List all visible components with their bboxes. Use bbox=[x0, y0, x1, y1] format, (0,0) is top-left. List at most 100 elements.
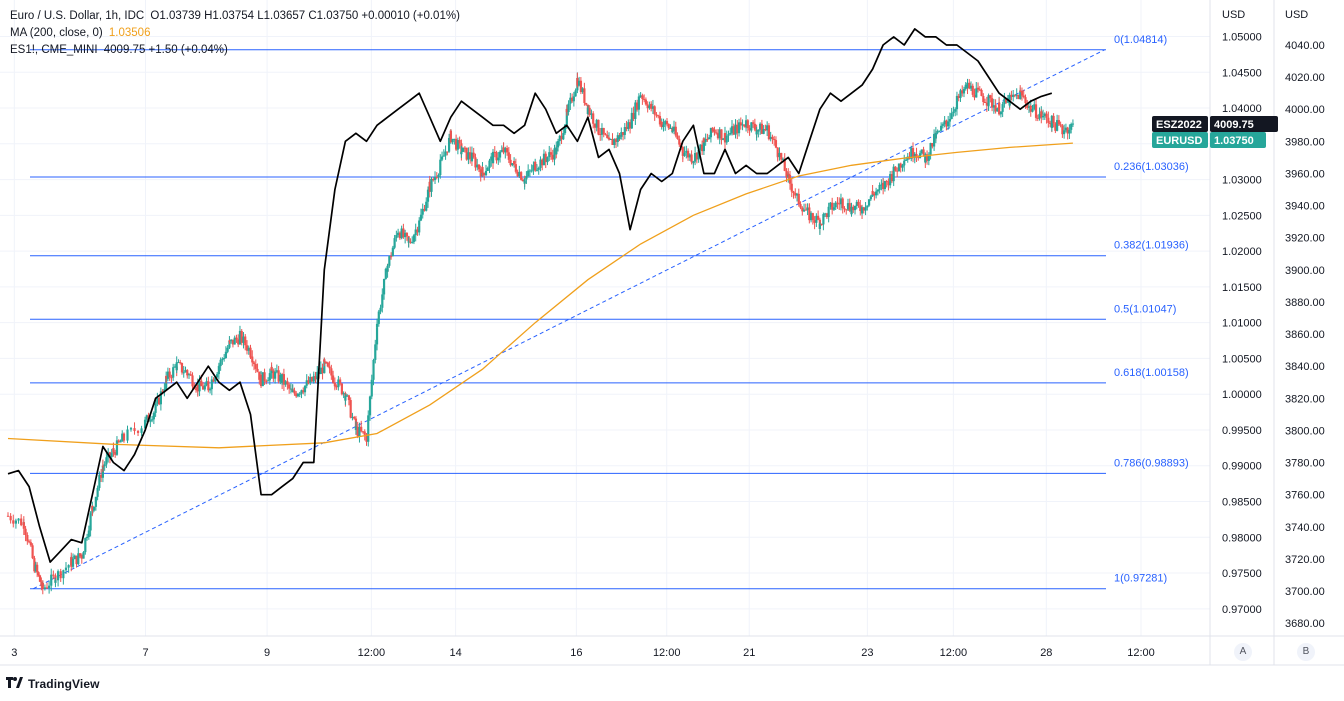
candle-body bbox=[746, 120, 749, 129]
candle-body bbox=[240, 330, 243, 343]
candle-body bbox=[87, 530, 90, 537]
legend-compare-label[interactable]: ES1!, CME_MINI bbox=[10, 44, 98, 56]
candle-body bbox=[824, 213, 827, 215]
candle-body bbox=[804, 209, 807, 211]
candle-body bbox=[760, 123, 763, 134]
candle-body bbox=[701, 144, 704, 152]
candle-body bbox=[938, 130, 941, 132]
candle-body bbox=[214, 377, 217, 382]
candle-body bbox=[423, 208, 426, 211]
candle-body bbox=[1027, 106, 1031, 108]
candle-body bbox=[811, 213, 814, 221]
candle-body bbox=[497, 157, 500, 161]
candle-body bbox=[838, 203, 841, 205]
candle-body bbox=[994, 105, 997, 112]
tradingview-attribution[interactable]: TradingView bbox=[6, 674, 100, 694]
candle-body bbox=[266, 380, 270, 382]
candle-body bbox=[421, 208, 424, 215]
candle-body bbox=[159, 391, 162, 405]
candle-body bbox=[528, 170, 532, 172]
candle-body bbox=[743, 124, 746, 127]
scale-button-b[interactable]: B bbox=[1297, 643, 1315, 661]
candle-body bbox=[600, 127, 604, 135]
candle-body bbox=[978, 89, 981, 91]
candle-body bbox=[1019, 90, 1022, 100]
candle-body bbox=[1059, 124, 1062, 126]
candle-body bbox=[776, 147, 779, 157]
candle-body bbox=[771, 136, 774, 140]
candle-body bbox=[504, 148, 507, 153]
candle-body bbox=[845, 209, 848, 211]
candle-body bbox=[31, 545, 34, 559]
candle-body bbox=[549, 152, 553, 155]
badge-eur-value-bg bbox=[1210, 132, 1266, 148]
candle-body bbox=[797, 195, 800, 205]
candle-body bbox=[567, 103, 570, 112]
candle-body bbox=[414, 229, 417, 236]
candle-body bbox=[175, 362, 178, 371]
candle-body bbox=[247, 347, 250, 351]
y-left-tick-label: 0.97000 bbox=[1222, 604, 1262, 616]
candle-body bbox=[841, 198, 844, 209]
candle-body bbox=[231, 339, 235, 345]
left-axis-currency: USD bbox=[1222, 9, 1245, 21]
candle-body bbox=[759, 123, 762, 130]
candle-body bbox=[940, 125, 943, 131]
candle-body bbox=[578, 80, 581, 86]
candle-body bbox=[361, 431, 365, 433]
candle-body bbox=[831, 202, 834, 210]
candle-body bbox=[367, 415, 370, 442]
badge-es-value-bg bbox=[1210, 116, 1278, 132]
y-left-tick-label: 1.01000 bbox=[1222, 318, 1262, 330]
candle-body bbox=[24, 528, 27, 536]
candle-body bbox=[599, 134, 602, 136]
candle-body bbox=[899, 163, 902, 168]
legend-ohlc: O1.03739 H1.03754 L1.03657 C1.03750 +0.0… bbox=[150, 10, 460, 22]
y-right-tick-label: 3960.00 bbox=[1285, 168, 1325, 180]
candle-body bbox=[766, 125, 769, 131]
candle-body bbox=[725, 135, 728, 143]
candle-body bbox=[611, 139, 614, 145]
candle-body bbox=[470, 152, 474, 162]
legend-ma-label[interactable]: MA (200, close, 0) bbox=[10, 27, 103, 39]
candle-body bbox=[609, 139, 612, 141]
candle-body bbox=[892, 166, 895, 176]
candle-body bbox=[249, 356, 252, 358]
candle-body bbox=[774, 140, 778, 148]
candle-body bbox=[447, 137, 451, 152]
candle-body bbox=[1001, 104, 1004, 112]
candle-body bbox=[158, 397, 161, 405]
candle-body bbox=[639, 95, 642, 97]
candle-body bbox=[692, 161, 695, 163]
candle-body bbox=[314, 376, 317, 380]
candle-body bbox=[115, 440, 119, 455]
candle-body bbox=[356, 426, 359, 437]
candle-body bbox=[625, 127, 628, 129]
candle-body bbox=[933, 133, 936, 147]
candle-body bbox=[207, 384, 210, 391]
y-left-tick-label: 0.98000 bbox=[1222, 532, 1262, 544]
y-left-tick-label: 1.02000 bbox=[1222, 246, 1262, 258]
candle-body bbox=[520, 172, 523, 180]
candle-body bbox=[669, 128, 672, 130]
candle-body bbox=[305, 380, 308, 386]
candle-body bbox=[374, 344, 377, 360]
candle-body bbox=[606, 134, 609, 138]
candle-body bbox=[337, 379, 340, 388]
candle-body bbox=[586, 107, 590, 114]
candle-body bbox=[1031, 109, 1034, 112]
candle-body bbox=[261, 372, 264, 387]
candle-body bbox=[324, 361, 328, 363]
candle-body bbox=[780, 152, 783, 160]
candle-body bbox=[201, 386, 205, 390]
candle-body bbox=[189, 374, 192, 376]
legend-symbol[interactable]: Euro / U.S. Dollar, 1h, IDC bbox=[10, 10, 145, 22]
candle-body bbox=[256, 368, 259, 372]
candle-body bbox=[852, 206, 855, 211]
candle-body bbox=[388, 256, 391, 266]
candle-body bbox=[166, 371, 170, 379]
candle-body bbox=[969, 85, 973, 89]
scale-button-a[interactable]: A bbox=[1234, 643, 1252, 661]
candle-body bbox=[537, 167, 540, 170]
